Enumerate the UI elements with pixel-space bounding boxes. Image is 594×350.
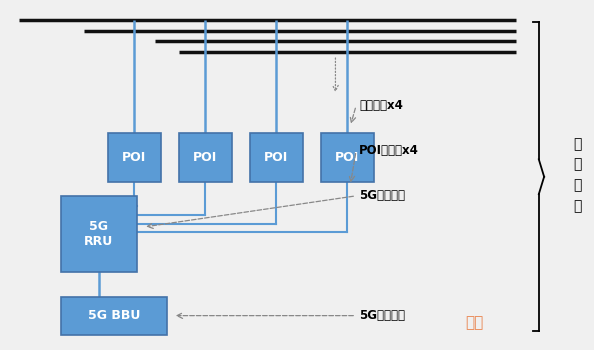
Text: 5G
RRU: 5G RRU <box>84 220 113 248</box>
Text: 地
鐵
隊
道: 地 鐵 隊 道 <box>574 137 582 213</box>
Text: 泄露电缆x4: 泄露电缆x4 <box>359 99 403 112</box>
Text: 5G BBU: 5G BBU <box>87 309 140 322</box>
Text: POI: POI <box>193 151 217 164</box>
FancyBboxPatch shape <box>249 133 303 182</box>
Text: 5G射频单元: 5G射频单元 <box>359 189 405 202</box>
FancyBboxPatch shape <box>179 133 232 182</box>
Text: POI合路器x4: POI合路器x4 <box>359 144 419 157</box>
FancyBboxPatch shape <box>61 296 167 335</box>
FancyBboxPatch shape <box>321 133 374 182</box>
FancyBboxPatch shape <box>108 133 161 182</box>
FancyBboxPatch shape <box>61 196 137 272</box>
Text: POI: POI <box>335 151 359 164</box>
Text: POI: POI <box>122 151 147 164</box>
Text: POI: POI <box>264 151 289 164</box>
Text: 蜗玩: 蜗玩 <box>465 315 484 330</box>
Text: 5G基带单元: 5G基带单元 <box>359 309 405 322</box>
